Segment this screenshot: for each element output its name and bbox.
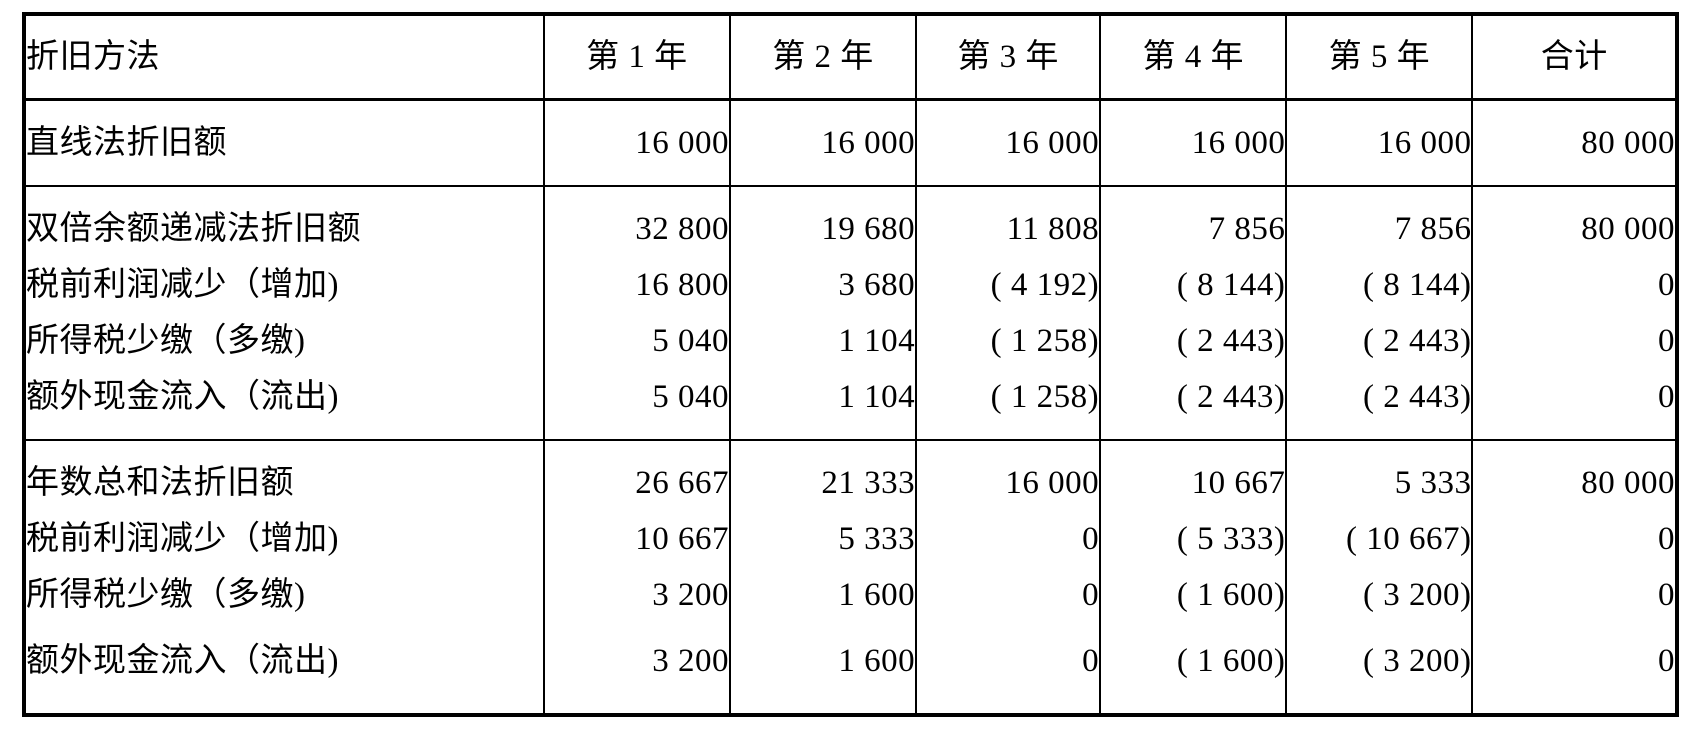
cell-y5: 7 856	[1285, 185, 1473, 257]
column-header-y4: 第 4 年	[1099, 14, 1287, 100]
column-header-y3: 第 3 年	[915, 14, 1101, 100]
cell-y2: 1 104	[728, 369, 917, 440]
cell-total: 0	[1471, 567, 1677, 623]
cell-total: 80 000	[1471, 439, 1677, 511]
cell-total: 0	[1471, 313, 1677, 369]
cell-y4: ( 1 600)	[1099, 623, 1287, 715]
table-row: 所得税少缴（多缴) 3 200 1 600 0( 1 600)( 3 200) 0	[24, 567, 1677, 623]
cell-y4: ( 2 443)	[1099, 313, 1287, 369]
column-header-y5: 第 5 年	[1285, 14, 1473, 100]
cell-y5: ( 3 200)	[1285, 623, 1473, 715]
table-row: 双倍余额递减法折旧额 32 800 19 680 11 808 7 856 7 856 80…	[24, 185, 1677, 257]
row-label: 额外现金流入（流出)	[26, 642, 339, 679]
cell-y3: ( 1 258)	[915, 313, 1101, 369]
cell-y2: 1 600	[728, 623, 917, 715]
cell-y1: 3 200	[542, 567, 730, 623]
cell-y2: 19 680	[728, 185, 917, 257]
cell-y2: 16 000	[728, 98, 917, 186]
table-row: 税前利润减少（增加) 10 667 5 333 0( 5 333)( 10 667) 0	[24, 511, 1677, 567]
cell-y1: 26 667	[542, 439, 730, 511]
cell-y1: 16 000	[542, 98, 730, 186]
cell-total: 80 000	[1471, 185, 1677, 257]
cell-y4: ( 5 333)	[1099, 511, 1287, 567]
cell-y3: 0	[915, 511, 1101, 567]
cell-y5: ( 10 667)	[1285, 511, 1473, 567]
row-label: 税前利润减少（增加)	[26, 266, 339, 303]
cell-y1: 5 040	[542, 369, 730, 440]
cell-y1: 32 800	[542, 185, 730, 257]
table-body: 折旧方法第 1 年第 2 年第 3 年第 4 年第 5 年合计 直线法折旧额 16 …	[24, 14, 1677, 715]
cell-total: 0	[1471, 511, 1677, 567]
cell-y2: 1 104	[728, 313, 917, 369]
table-row: 额外现金流入（流出) 3 200 1 600 0( 1 600)( 3 200) 0	[24, 623, 1677, 715]
cell-y1: 10 667	[542, 511, 730, 567]
cell-y4: ( 1 600)	[1099, 567, 1287, 623]
row-label: 年数总和法折旧额	[24, 439, 544, 511]
cell-y2: 1 600	[728, 567, 917, 623]
cell-y2: 3 680	[728, 257, 917, 313]
cell-y3: ( 1 258)	[915, 369, 1101, 440]
cell-total: 0	[1471, 257, 1677, 313]
cell-y5: ( 2 443)	[1285, 369, 1473, 440]
column-header-y2: 第 2 年	[728, 14, 917, 100]
row-label: 税前利润减少（增加)	[26, 520, 339, 557]
cell-y2: 5 333	[728, 511, 917, 567]
cell-y5: 16 000	[1285, 98, 1473, 186]
cell-y2: 21 333	[728, 439, 917, 511]
cell-y3: 0	[915, 567, 1101, 623]
column-header-method: 折旧方法	[26, 38, 160, 75]
table-header-row: 折旧方法 第 1 年第 2 年第 3 年第 4 年第 5 年合计	[24, 14, 1677, 100]
cell-total: 0	[1471, 623, 1677, 715]
cell-y3: 16 000	[915, 439, 1101, 511]
cell-y3: 0	[915, 623, 1101, 715]
cell-y4: ( 2 443)	[1099, 369, 1287, 440]
cell-y4: 16 000	[1099, 98, 1287, 186]
cell-total: 0	[1471, 369, 1677, 440]
cell-y5: 5 333	[1285, 439, 1473, 511]
row-label: 双倍余额递减法折旧额	[24, 185, 544, 257]
cell-y3: 16 000	[915, 98, 1101, 186]
cell-y5: ( 2 443)	[1285, 313, 1473, 369]
table-row: 税前利润减少（增加) 16 800 3 680( 4 192)( 8 144)( 8…	[24, 257, 1677, 313]
cell-y1: 3 200	[542, 623, 730, 715]
cell-y3: ( 4 192)	[915, 257, 1101, 313]
cell-y1: 5 040	[542, 313, 730, 369]
table-row: 年数总和法折旧额 26 667 21 333 16 000 10 667 5 333 80 …	[24, 439, 1677, 511]
cell-y4: ( 8 144)	[1099, 257, 1287, 313]
cell-y4: 7 856	[1099, 185, 1287, 257]
cell-y5: ( 3 200)	[1285, 567, 1473, 623]
row-label: 直线法折旧额	[24, 98, 544, 186]
table-row: 直线法折旧额 16 000 16 000 16 000 16 000 16 000 80 0…	[24, 98, 1677, 186]
cell-y3: 11 808	[915, 185, 1101, 257]
row-label: 额外现金流入（流出)	[26, 378, 339, 415]
depreciation-comparison-table: 折旧方法第 1 年第 2 年第 3 年第 4 年第 5 年合计 直线法折旧额 16 …	[22, 12, 1679, 717]
column-header-total: 合计	[1471, 14, 1677, 100]
cell-y5: ( 8 144)	[1285, 257, 1473, 313]
row-label: 所得税少缴（多缴)	[26, 322, 306, 359]
table-row: 所得税少缴（多缴) 5 040 1 104( 1 258)( 2 443)( 2 4…	[24, 313, 1677, 369]
cell-y1: 16 800	[542, 257, 730, 313]
table-row: 额外现金流入（流出) 5 040 1 104( 1 258)( 2 443)( 2 …	[24, 369, 1677, 440]
row-label: 所得税少缴（多缴)	[26, 576, 306, 613]
cell-y4: 10 667	[1099, 439, 1287, 511]
column-header-y1: 第 1 年	[542, 14, 730, 100]
cell-total: 80 000	[1471, 98, 1677, 186]
